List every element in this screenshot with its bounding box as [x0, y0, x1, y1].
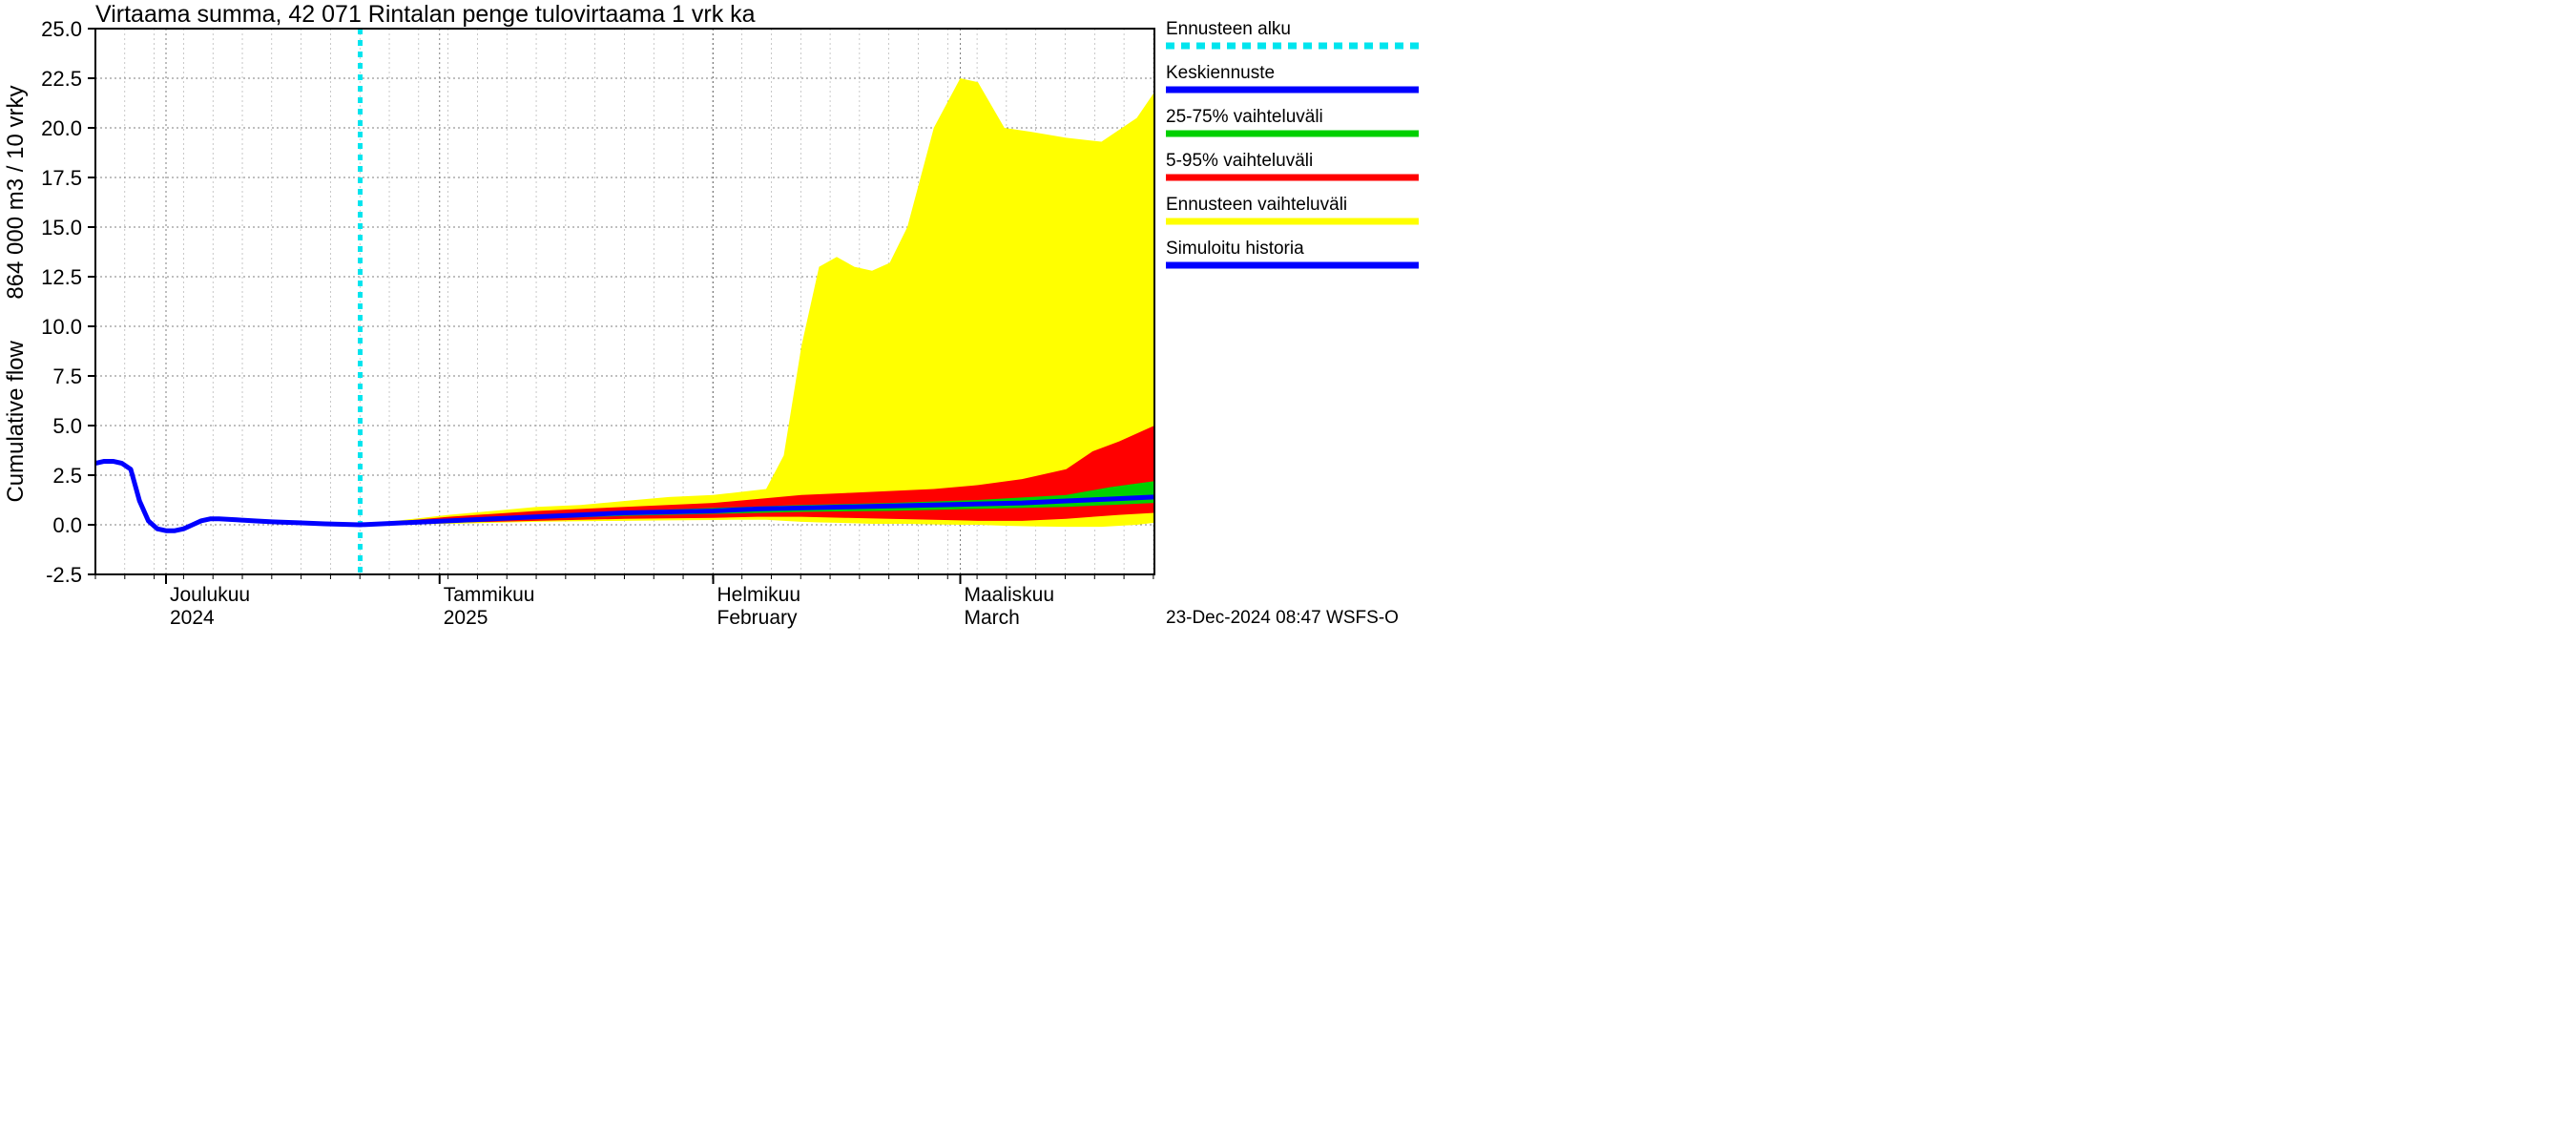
- x-month-sublabel: February: [717, 607, 799, 629]
- ytick-label: 25.0: [41, 17, 82, 41]
- ytick-label: 10.0: [41, 315, 82, 339]
- ytick-label: 15.0: [41, 216, 82, 239]
- plot-bg: [0, 0, 1431, 636]
- legend-label: 5-95% vaihteluväli: [1166, 151, 1313, 171]
- x-month-sublabel: 2024: [170, 607, 215, 629]
- x-month-sublabel: March: [965, 607, 1020, 629]
- legend-label: Simuloitu historia: [1166, 239, 1304, 259]
- ytick-label: 22.5: [41, 67, 82, 91]
- x-month-label: Tammikuu: [444, 584, 535, 606]
- legend-label: Keskiennuste: [1166, 63, 1275, 83]
- footer-timestamp: 23-Dec-2024 08:47 WSFS-O: [1166, 608, 1399, 628]
- legend-label: Ennusteen alku: [1166, 19, 1291, 39]
- ytick-label: -2.5: [46, 563, 82, 587]
- ytick-label: 17.5: [41, 166, 82, 190]
- y-axis-label: Cumulative flow: [3, 340, 29, 502]
- x-month-label: Maaliskuu: [965, 584, 1055, 606]
- ytick-label: 20.0: [41, 116, 82, 140]
- ytick-label: 2.5: [52, 464, 82, 488]
- chart-svg: -2.5 0.0 2.5 5.0 7.5 10.0 12.5 15.0 17.5 20.0 22.5…: [0, 0, 1431, 636]
- x-month-sublabel: 2025: [444, 607, 488, 629]
- y-axis-label-2: 864 000 m3 / 10 vrky: [3, 86, 29, 300]
- chart-container: -2.5 0.0 2.5 5.0 7.5 10.0 12.5 15.0 17.5 20.0 22.5…: [0, 0, 1431, 636]
- chart-title: Virtaama summa, 42 071 Rintalan penge tu…: [95, 1, 756, 28]
- ytick-label: 7.5: [52, 364, 82, 388]
- legend-label: Ennusteen vaihteluväli: [1166, 195, 1347, 215]
- x-month-label: Joulukuu: [170, 584, 250, 606]
- ytick-label: 0.0: [52, 513, 82, 537]
- ytick-label: 5.0: [52, 414, 82, 438]
- x-month-label: Helmikuu: [717, 584, 801, 606]
- legend-label: 25-75% vaihteluväli: [1166, 107, 1323, 127]
- ytick-label: 12.5: [41, 265, 82, 289]
